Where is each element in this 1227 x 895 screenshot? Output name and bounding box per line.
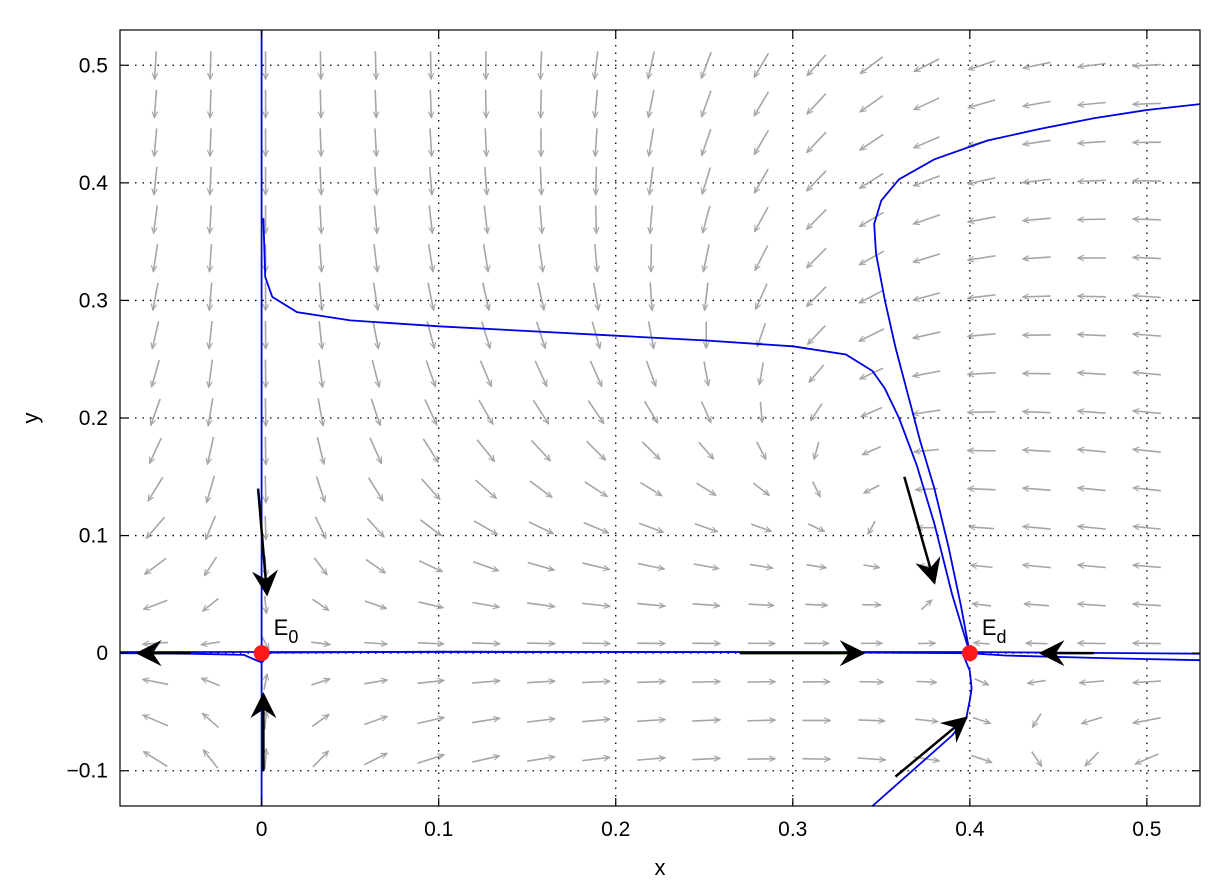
field-arrow	[541, 90, 542, 118]
x-tick-label: 0.5	[1132, 818, 1161, 841]
y-tick-label: 0.5	[79, 54, 108, 77]
field-arrow	[265, 476, 266, 503]
field-arrow	[527, 643, 555, 644]
field-arrow	[210, 51, 211, 79]
x-tick-label: 0	[256, 818, 268, 841]
y-tick-label: 0.4	[79, 172, 109, 195]
y-axis-label: y	[18, 413, 43, 424]
field-arrow	[747, 720, 775, 721]
y-tick-label: 0.2	[79, 407, 108, 430]
field-arrow	[1078, 296, 1106, 297]
field-arrow	[431, 51, 432, 79]
field-arrow	[210, 90, 211, 118]
field-arrow	[320, 51, 321, 79]
field-arrow	[805, 604, 827, 605]
y-tick-label: 0.3	[79, 289, 108, 312]
y-tick-label: 0	[96, 642, 108, 665]
y-tick-label: 0.1	[79, 525, 108, 548]
field-arrow	[320, 128, 321, 156]
field-arrow	[582, 643, 610, 644]
field-arrow	[692, 682, 720, 683]
field-arrow	[430, 90, 431, 118]
field-arrow	[1133, 219, 1161, 220]
x-tick-label: 0.4	[955, 818, 985, 841]
field-arrow	[858, 720, 884, 721]
field-arrow	[1078, 219, 1106, 220]
field-arrow	[968, 412, 996, 413]
field-arrow	[486, 90, 487, 118]
field-arrow	[472, 643, 500, 644]
field-arrow	[1023, 373, 1051, 374]
y-tick-label: −0.1	[67, 760, 108, 783]
field-arrow	[375, 51, 376, 79]
field-arrow	[1078, 643, 1106, 644]
field-arrow	[265, 516, 266, 540]
field-arrow	[596, 205, 597, 233]
field-arrow	[917, 681, 937, 682]
field-arrow	[320, 90, 321, 118]
equilibrium-point-Ed	[962, 645, 978, 661]
x-axis-label: x	[655, 855, 666, 880]
field-arrow	[375, 90, 376, 118]
field-arrow	[1133, 103, 1161, 104]
field-arrow	[651, 244, 652, 272]
field-arrow	[1026, 643, 1048, 644]
x-tick-label: 0.3	[778, 818, 807, 841]
equilibrium-point-E0	[254, 645, 270, 661]
field-arrow	[418, 643, 444, 644]
field-arrow	[802, 759, 830, 760]
field-arrow	[210, 128, 211, 156]
field-arrow	[596, 167, 597, 195]
x-tick-label: 0.1	[424, 818, 453, 841]
x-tick-label: 0.2	[601, 818, 630, 841]
field-arrow	[1023, 296, 1051, 297]
field-arrow	[637, 681, 665, 682]
